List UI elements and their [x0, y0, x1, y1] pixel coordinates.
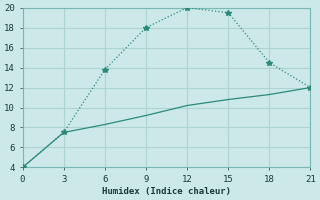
- X-axis label: Humidex (Indice chaleur): Humidex (Indice chaleur): [102, 187, 231, 196]
